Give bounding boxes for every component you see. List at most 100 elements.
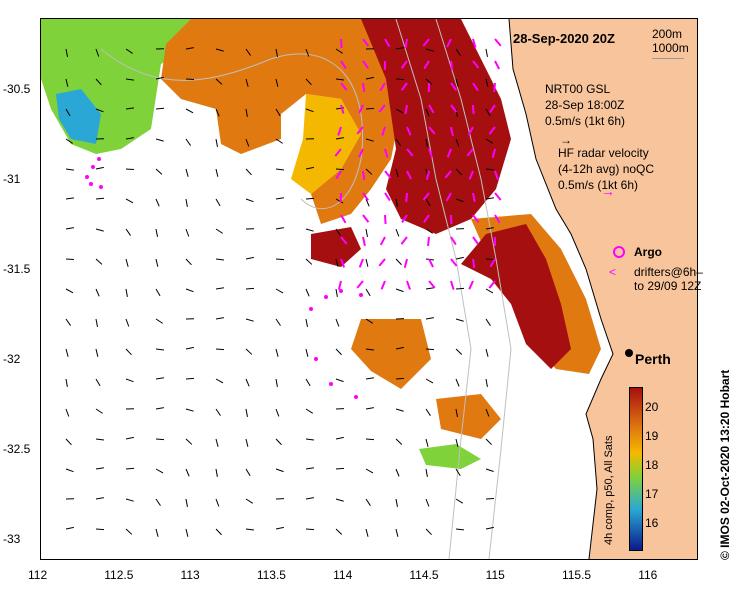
- gsl-vector: [425, 78, 433, 85]
- gsl-vector: [275, 378, 278, 387]
- depth-legend-line: [652, 58, 684, 59]
- gsl-vector: [275, 108, 281, 117]
- hf-vector: [384, 192, 391, 202]
- gsl-vector: [305, 48, 310, 57]
- gsl-vector: [395, 78, 405, 81]
- hf-scale-arrow: →: [601, 183, 615, 199]
- gsl-vector: [305, 197, 315, 200]
- gsl-vector: [485, 468, 494, 472]
- gsl-vector: [65, 348, 69, 357]
- coastline: [508, 19, 614, 559]
- gsl-vector: [335, 258, 339, 267]
- hf-vector: [340, 104, 345, 114]
- gsl-vector: [455, 78, 459, 87]
- gsl-vector: [365, 198, 370, 207]
- gsl-vector: [485, 348, 489, 357]
- gsl-vector: [65, 378, 68, 387]
- gsl-vector: [245, 378, 250, 387]
- y-tick-label: -32.5: [3, 442, 31, 456]
- gsl-vector: [455, 138, 460, 147]
- hf-vector: [358, 258, 364, 268]
- gsl-vector: [95, 288, 100, 297]
- gsl-vector: [215, 108, 220, 117]
- gsl-vector: [275, 78, 279, 87]
- gsl-vector: [395, 377, 405, 380]
- gsl-vector: [185, 468, 190, 477]
- gsl-vector: [425, 198, 431, 207]
- hf-vector: [404, 104, 408, 115]
- gsl-vector: [95, 497, 104, 500]
- gsl-vector: [65, 78, 69, 87]
- gsl-vector: [455, 468, 461, 477]
- y-tick-label: -33: [3, 532, 21, 546]
- gsl-vector: [275, 138, 283, 144]
- gsl-vector: [155, 228, 158, 237]
- hf-vector: [340, 60, 347, 70]
- gsl-vector: [65, 227, 74, 230]
- gsl-vector: [245, 108, 248, 117]
- drifter-icon: <: [609, 265, 617, 279]
- gsl-vector: [395, 198, 398, 207]
- hf-vector: [466, 148, 474, 157]
- gsl-vector: [425, 287, 434, 290]
- x-tick-label: 114.5: [409, 568, 439, 582]
- hf-vector: [472, 192, 476, 203]
- gsl-vector: [305, 228, 314, 232]
- hf-vector: [406, 126, 412, 136]
- gsl-vector: [95, 108, 104, 113]
- gsl-vector: [305, 438, 315, 441]
- hf-vector: [400, 236, 408, 245]
- gsl-vector: [215, 228, 223, 234]
- hf-vector: [362, 60, 370, 69]
- gsl-vector: [125, 318, 130, 327]
- land-mass: [509, 19, 697, 559]
- hf-vector: [378, 258, 386, 267]
- gsl-vector: [485, 378, 488, 387]
- gsl-vector: [485, 197, 494, 200]
- hf-vector: [362, 38, 370, 47]
- hf-vector: [406, 170, 413, 180]
- gsl-vector: [425, 408, 431, 416]
- gsl-vector: [125, 107, 134, 110]
- gsl-vector: [125, 378, 134, 383]
- gsl-vector: [215, 528, 222, 536]
- gsl-vector: [365, 168, 373, 175]
- gsl-vector: [335, 168, 345, 171]
- gsl-vector: [365, 468, 374, 474]
- hf-vector: [446, 148, 452, 158]
- gsl-legend: NRT00 GSL 28-Sep 18:00Z 0.5m/s (1kt 6h): [545, 81, 625, 129]
- gsl-vector: [335, 48, 343, 54]
- gsl-vector: [305, 497, 314, 500]
- hf-vector: [379, 236, 386, 246]
- hf-vector: [428, 148, 434, 158]
- hf-legend: HF radar velocity (4-12h avg) noQC 0.5m/…: [558, 145, 654, 193]
- gsl-vector: [365, 407, 374, 410]
- gsl-vector: [215, 317, 224, 320]
- y-tick-label: -30.5: [3, 82, 31, 96]
- hf-vector: [334, 148, 342, 157]
- gsl-vector: [155, 407, 164, 410]
- gsl-vector: [455, 378, 460, 387]
- gsl-vector: [125, 78, 134, 81]
- gsl-vector: [455, 318, 464, 322]
- hf-vector: [356, 280, 364, 289]
- gsl-vector: [305, 528, 315, 531]
- map-frame: [40, 18, 698, 560]
- gsl-vector: [245, 318, 254, 322]
- hf-vector: [428, 258, 434, 268]
- x-tick-label: 112.5: [104, 568, 134, 582]
- x-tick-label: 113: [180, 568, 200, 582]
- y-tick-label: -32: [3, 352, 21, 366]
- gsl-vector: [275, 168, 284, 171]
- credit-text: © IMOS 02-Oct-2020 13:20 Hobart: [718, 369, 732, 560]
- gsl-vector: [305, 166, 314, 170]
- hf-vector: [468, 280, 474, 290]
- gsl-vector: [155, 318, 163, 324]
- gsl-vector: [125, 528, 133, 535]
- gsl-vector: [95, 528, 105, 531]
- gsl-vector: [95, 228, 104, 232]
- gsl-vector: [335, 137, 344, 140]
- gsl-vector: [335, 378, 344, 383]
- hf-vector: [488, 280, 496, 289]
- gsl-vector: [305, 318, 308, 327]
